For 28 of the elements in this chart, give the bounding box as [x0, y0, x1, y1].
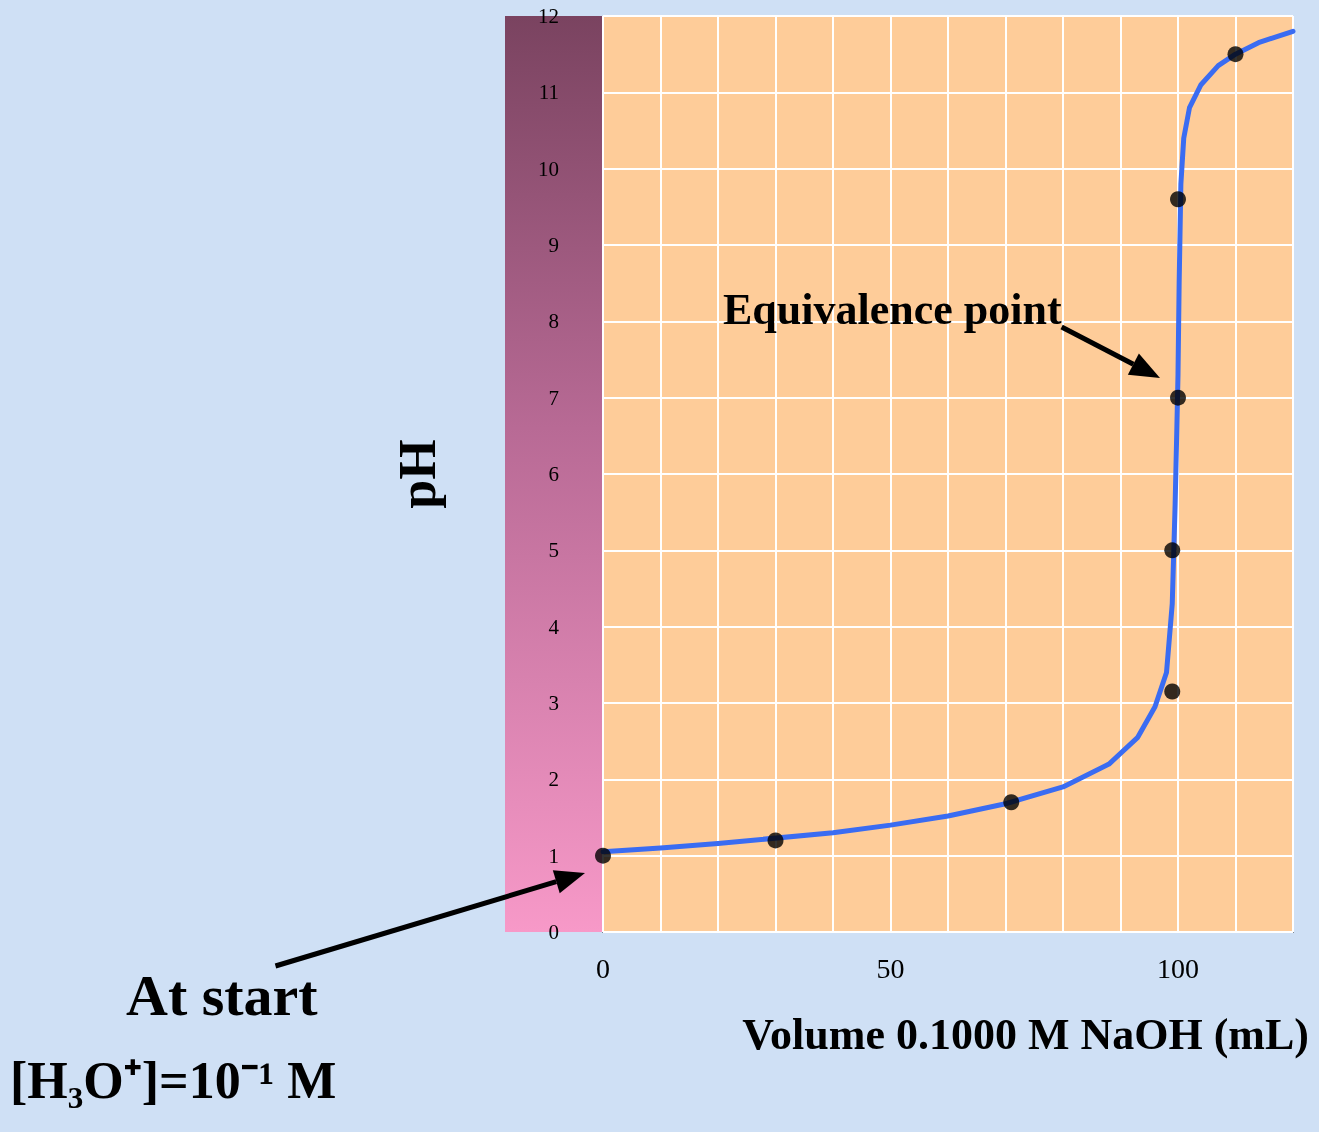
text: [H₃O⁺]=10⁻¹ M — [10, 1051, 337, 1111]
y-tick-label: 8 — [548, 309, 559, 334]
y-tick-label: 10 — [538, 156, 559, 181]
x-tick-label: 50 — [876, 952, 905, 984]
y-tick-label: 9 — [548, 233, 559, 257]
point — [767, 832, 784, 849]
point — [1003, 794, 1020, 811]
y-axis-title: pH — [388, 439, 446, 509]
y-tick-label: 11 — [538, 80, 559, 105]
y-tick-label: 1 — [548, 843, 559, 868]
y-tick-label: 5 — [548, 538, 559, 563]
y-tick-label: 7 — [548, 385, 559, 410]
point — [1227, 46, 1244, 63]
point — [595, 847, 611, 864]
annotation: Equivalence point — [723, 284, 1062, 335]
point — [1164, 683, 1181, 700]
text: At start — [126, 962, 318, 1029]
x-tick-label: 0 — [596, 952, 610, 984]
x-tick-label: 100 — [1157, 952, 1199, 984]
point — [1170, 191, 1186, 208]
x-axis-title: Volume 0.1000 M NaOH (mL) — [742, 1009, 1309, 1059]
y-tick-label: 2 — [548, 767, 559, 792]
y-tick-label: 0 — [548, 920, 559, 944]
point — [1170, 389, 1186, 406]
y-tick-label: 4 — [548, 614, 560, 639]
y-tick-label: 6 — [548, 462, 559, 486]
point — [1164, 542, 1181, 559]
y-tick-label: 3 — [548, 691, 559, 715]
